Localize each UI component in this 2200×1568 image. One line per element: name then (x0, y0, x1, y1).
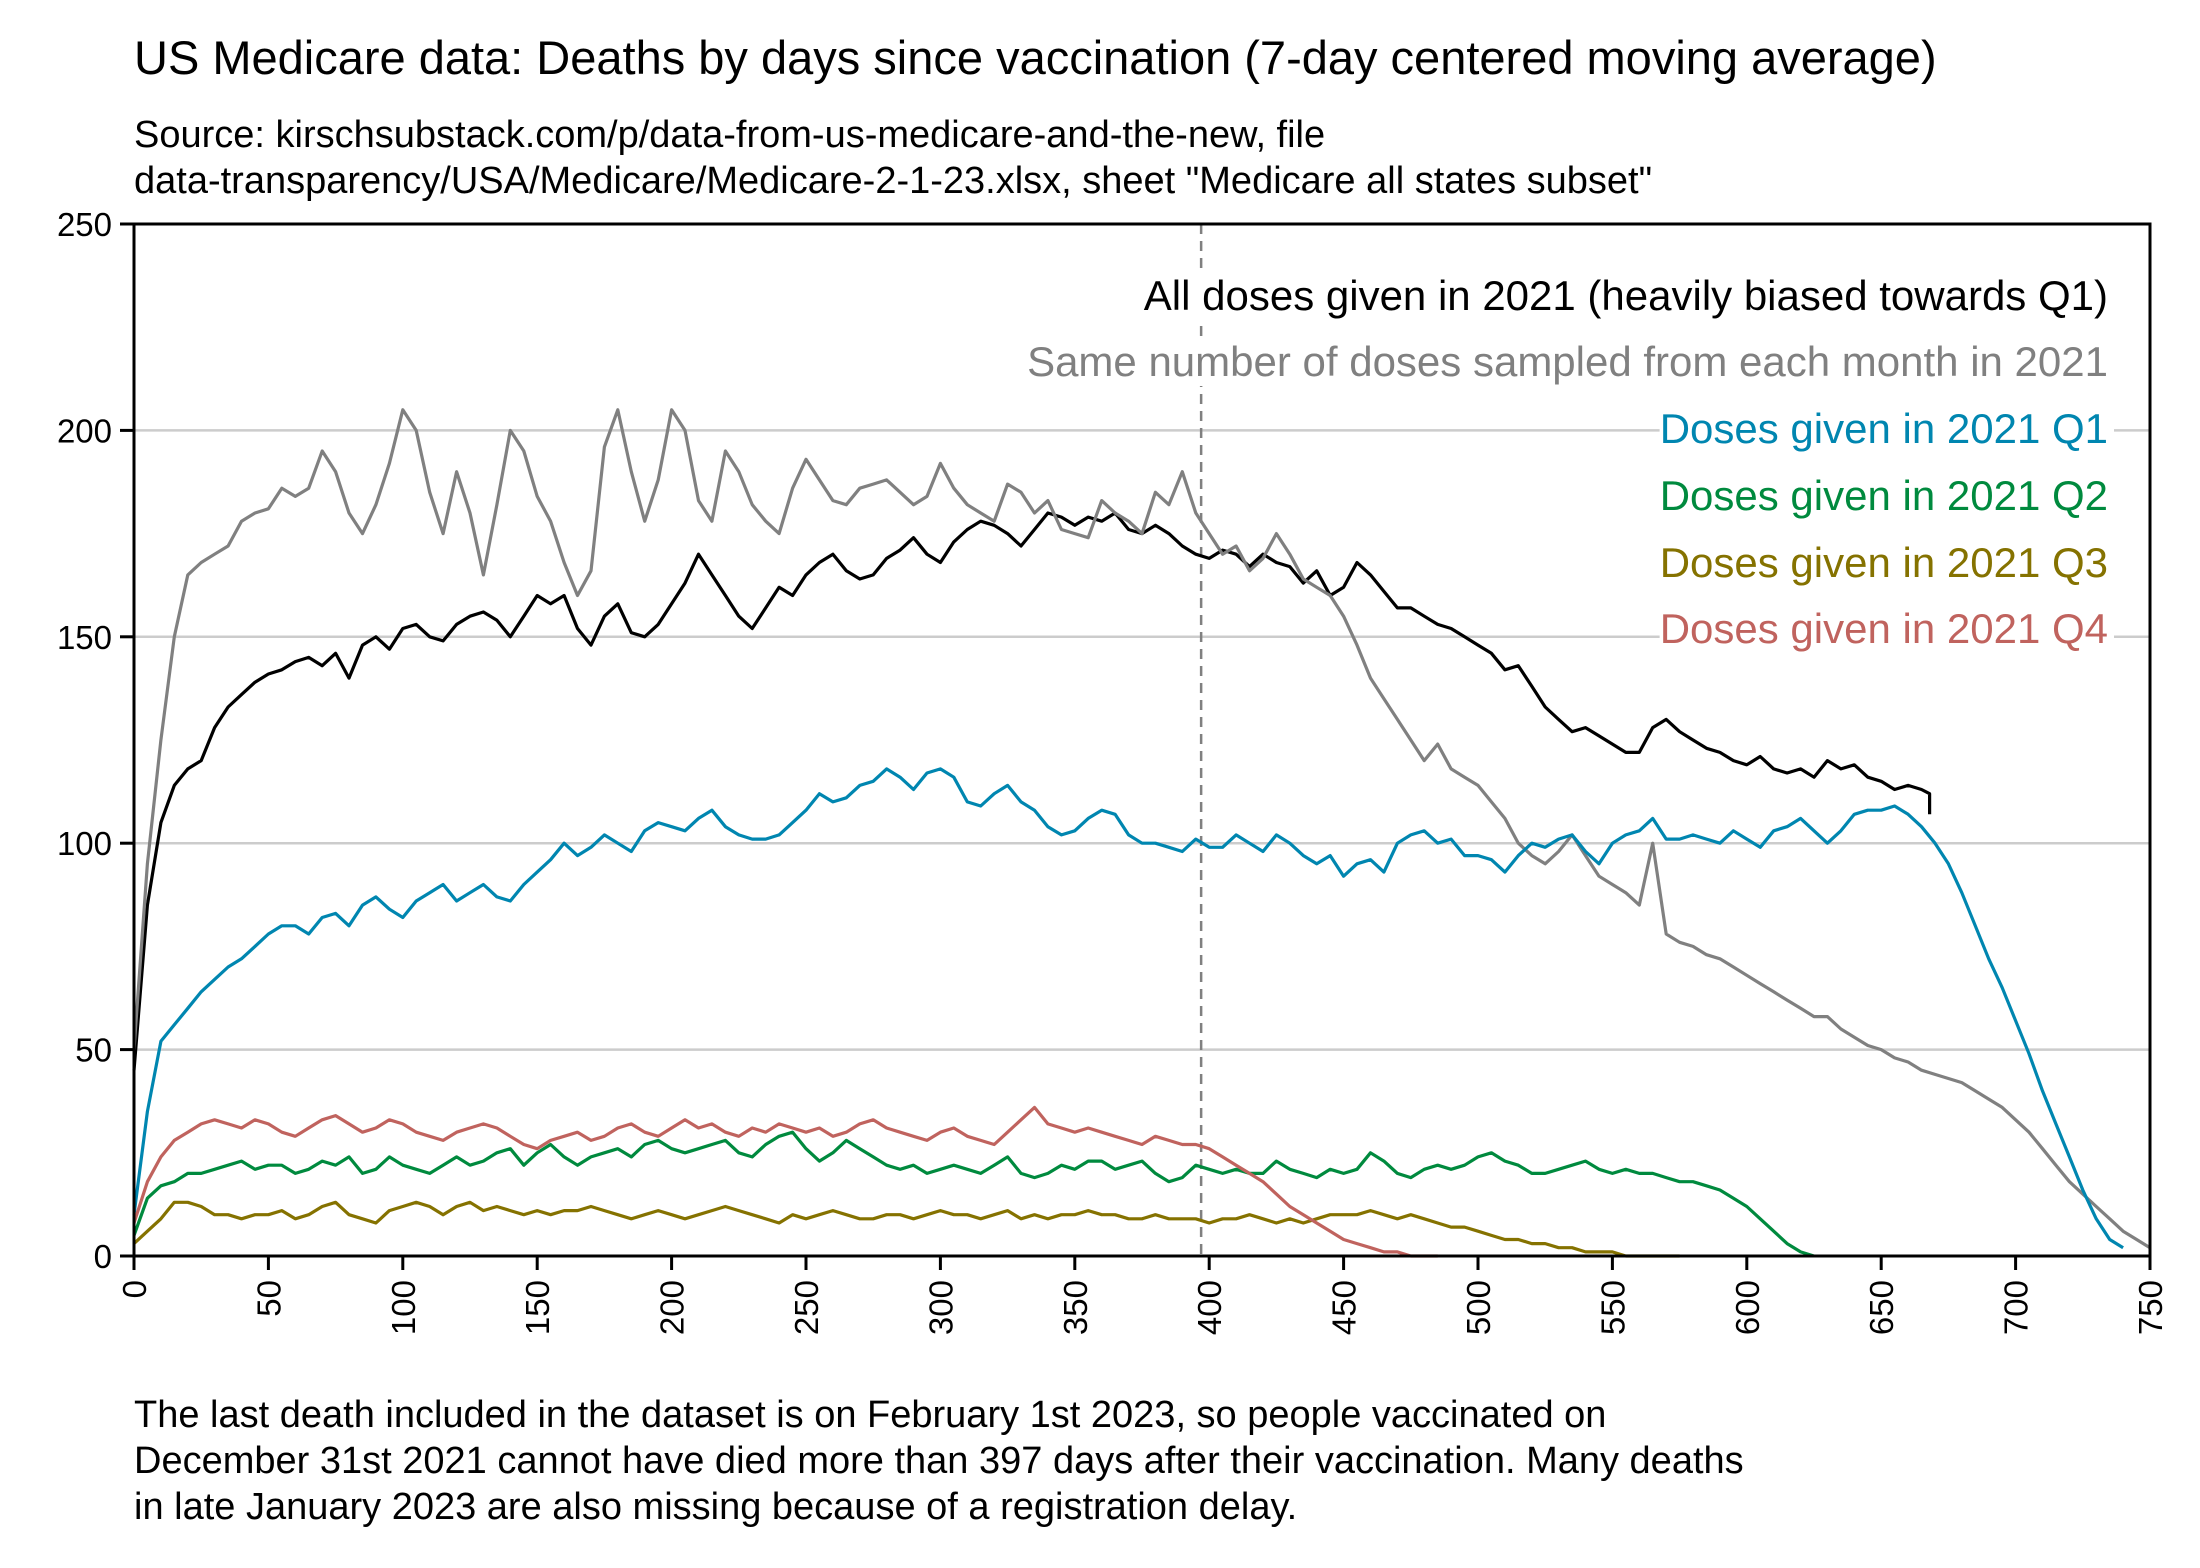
legend-entry-3: Doses given in 2021 Q1 (1660, 405, 2108, 452)
legend-bg-4 (1659, 470, 2114, 520)
footnote-line-2: December 31st 2021 cannot have died more… (134, 1440, 1744, 1482)
legend: All doses given in 2021 (heavily biased … (1027, 270, 2114, 653)
legend-bg-5 (1659, 537, 2114, 587)
x-tick-label-350: 350 (1057, 1280, 1094, 1335)
series-line-1 (132, 511, 1932, 1071)
y-tick-label-100: 100 (57, 825, 112, 862)
x-tick-label-100: 100 (385, 1280, 422, 1335)
x-tick-label-550: 550 (1594, 1280, 1631, 1335)
legend-bg-6 (1659, 603, 2114, 653)
legend-bg-2 (1053, 336, 2114, 386)
x-tick-label-750: 750 (2132, 1280, 2169, 1335)
y-tick-label-200: 200 (57, 412, 112, 449)
y-tick-label-0: 0 (94, 1238, 112, 1275)
legend-entry-2: Same number of doses sampled from each m… (1027, 338, 2108, 385)
x-tick-label-50: 50 (250, 1280, 287, 1317)
subtitle-line-1: Source: kirschsubstack.com/p/data-from-u… (134, 114, 1326, 156)
series-line-2 (132, 408, 2151, 1250)
footnote-line-3: in late January 2023 are also missing be… (134, 1486, 1298, 1528)
legend-bg-3 (1659, 403, 2114, 453)
legend-bg-1 (1073, 270, 2114, 320)
x-tick-label-500: 500 (1460, 1280, 1497, 1335)
subtitle-line-2: data-transparency/USA/Medicare/Medicare-… (134, 160, 1653, 202)
y-tick-label-50: 50 (75, 1032, 112, 1069)
legend-entry-1: All doses given in 2021 (heavily biased … (1144, 272, 2108, 319)
y-axis: 0 50 100 150 200 250 (57, 206, 134, 1275)
series-lines (132, 408, 2151, 1258)
y-tick-label-250: 250 (57, 206, 112, 243)
x-tick-label-250: 250 (788, 1280, 825, 1335)
x-tick-label-300: 300 (922, 1280, 959, 1335)
chart-subtitle: Source: kirschsubstack.com/p/data-from-u… (134, 112, 1652, 204)
x-tick-label-0: 0 (116, 1280, 153, 1298)
y-tick-label-150: 150 (57, 619, 112, 656)
x-tick-label-200: 200 (654, 1280, 691, 1335)
chart-title: US Medicare data: Deaths by days since v… (134, 31, 1937, 84)
series-line-3 (132, 767, 2124, 1250)
x-tick-label-450: 450 (1326, 1280, 1363, 1335)
legend-entry-5: Doses given in 2021 Q3 (1660, 539, 2108, 586)
x-tick-label-150: 150 (519, 1280, 556, 1335)
x-axis: 0 50 100 150 200 250 300 350 400 450 500 550 600 650 7… (116, 1256, 2169, 1335)
legend-entry-4: Doses given in 2021 Q2 (1660, 472, 2108, 519)
series-line-6 (132, 1105, 1438, 1258)
x-tick-label-700: 700 (1998, 1280, 2035, 1335)
x-tick-label-600: 600 (1729, 1280, 1766, 1335)
series-line-5 (132, 1200, 1680, 1258)
series-line-4 (132, 1130, 1815, 1258)
plot-frame (132, 222, 2152, 1258)
legend-entry-6: Doses given in 2021 Q4 (1660, 605, 2108, 652)
gridlines (134, 429, 2150, 1051)
footnote-line-1: The last death included in the dataset i… (134, 1394, 1607, 1436)
x-tick-label-400: 400 (1191, 1280, 1228, 1335)
footnote: The last death included in the dataset i… (134, 1392, 1744, 1530)
x-tick-label-650: 650 (1863, 1280, 1900, 1335)
